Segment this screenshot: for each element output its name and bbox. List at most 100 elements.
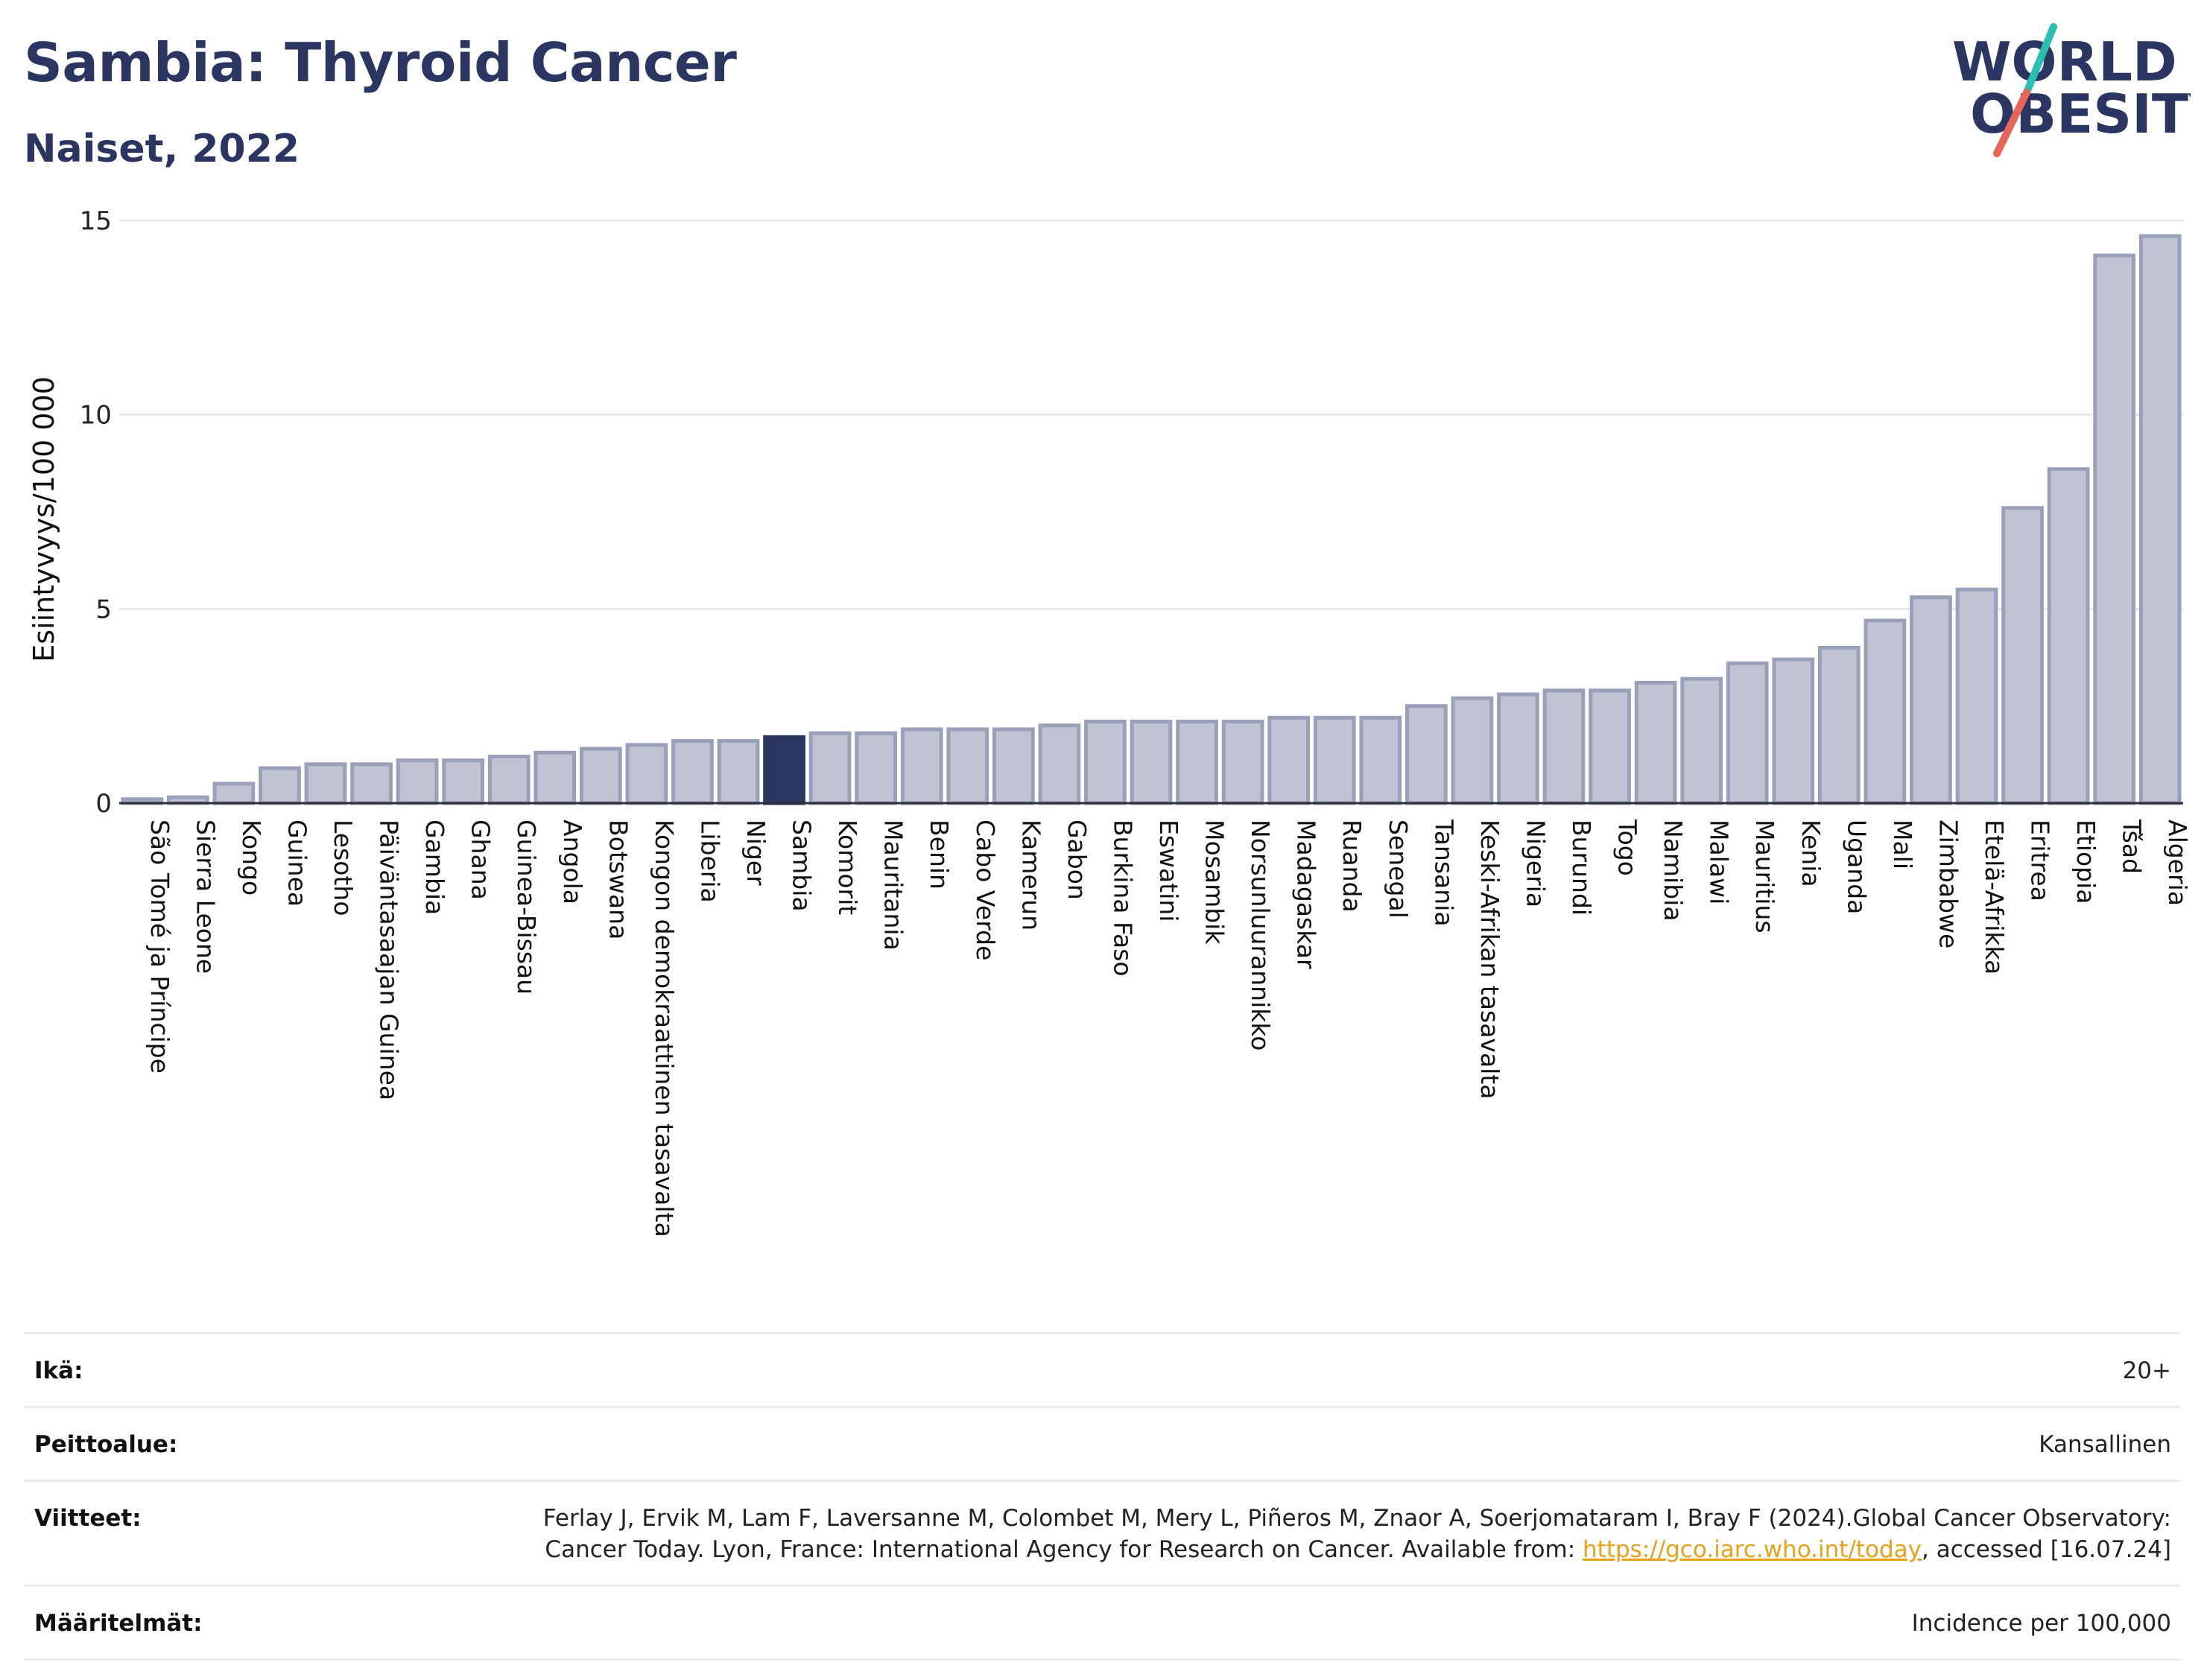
x-tick-label: Kongo — [237, 820, 266, 896]
bar-43 — [2093, 253, 2136, 805]
bar-8 — [487, 754, 531, 805]
bar-29 — [1451, 696, 1494, 805]
y-axis-ticks: 0 5 10 15 — [80, 206, 112, 819]
x-tick-label: Madagaskar — [1292, 820, 1321, 969]
bar-25 — [1267, 715, 1311, 805]
logo-line-1: WORLD — [1952, 31, 2177, 93]
bar-5 — [350, 762, 393, 805]
x-tick-label: Guinea-Bissau — [512, 820, 541, 995]
x-tick-label: Kamerun — [1016, 820, 1045, 931]
y-tick-label: 5 — [95, 595, 112, 624]
logo-slash-bottom — [1993, 89, 2030, 157]
x-tick-label: Nigeria — [1521, 820, 1550, 907]
x-tick-label: Benin — [925, 820, 954, 890]
bar-22 — [1130, 720, 1173, 805]
x-tick-label: Sambia — [788, 820, 817, 912]
x-tick-label: Komorit — [833, 820, 862, 915]
bar-40 — [1955, 587, 1998, 805]
bar-42 — [2047, 467, 2090, 805]
bar-16 — [855, 731, 898, 805]
grid-lines — [119, 219, 2183, 610]
bar-23 — [1176, 720, 1218, 805]
x-tick-label: Uganda — [1842, 820, 1871, 914]
bar-14 — [763, 735, 805, 805]
x-tick-label: Algeria — [2163, 820, 2192, 906]
bar-11 — [625, 743, 668, 805]
info-row: Määritelmät: Incidence per 100,000 — [24, 1585, 2180, 1661]
x-tick-label: Burundi — [1567, 820, 1596, 916]
x-tick-label: Päiväntasaajan Guinea — [375, 820, 404, 1100]
info-label: Määritelmät: — [34, 1610, 203, 1637]
x-tick-label: Ruanda — [1337, 820, 1367, 913]
bar-21 — [1084, 720, 1127, 805]
logo-slash-top — [2023, 23, 2057, 96]
x-axis-labels: São Tomé ja Príncipe Sierra Leone Kongo Gui… — [145, 819, 2192, 1237]
bar-44 — [2138, 234, 2182, 805]
x-tick-label: Etelä-Afrikka — [1980, 820, 2009, 974]
bar-39 — [1910, 595, 1952, 805]
x-tick-label: Namibia — [1659, 820, 1688, 922]
x-tick-label: Mauritius — [1750, 820, 1779, 933]
info-value: Incidence per 100,000 — [1911, 1610, 2171, 1637]
x-tick-label: Eswatini — [1154, 820, 1183, 922]
x-tick-label: São Tomé ja Príncipe — [145, 820, 174, 1074]
y-tick-label: 0 — [95, 789, 112, 819]
x-tick-label: Togo — [1613, 819, 1642, 876]
bar-4 — [304, 762, 347, 805]
bar-37 — [1817, 645, 1861, 805]
x-tick-label: Botswana — [604, 820, 633, 939]
x-tick-label: Gambia — [420, 820, 449, 915]
x-tick-label: Kongon demokraattinen tasavalta — [650, 820, 679, 1237]
x-tick-label: Senegal — [1384, 820, 1413, 919]
bar-36 — [1772, 657, 1815, 805]
world-obesity-logo: WORLD OBESITY — [1952, 23, 2191, 157]
bar-32 — [1589, 688, 1631, 805]
bar-13 — [717, 739, 760, 805]
info-label: Peittoalue: — [34, 1431, 178, 1458]
info-label: Viitteet: — [34, 1505, 142, 1532]
x-tick-label: Keski-Afrikan tasavalta — [1475, 820, 1504, 1100]
x-tick-label: Tansania — [1429, 819, 1458, 927]
y-axis-label: Esiintyvyys/100 000 — [28, 376, 60, 662]
bar-3 — [259, 766, 301, 805]
x-tick-label: Norsunluurannikko — [1246, 820, 1275, 1051]
x-tick-label: Tšad — [2118, 819, 2147, 874]
bar-26 — [1313, 715, 1356, 805]
info-row: Viitteet: Ferlay J, Ervik M, Lam F, Laver… — [24, 1480, 2180, 1585]
bar-24 — [1221, 720, 1264, 805]
x-tick-label: Sierra Leone — [191, 820, 220, 974]
y-tick-label: 10 — [80, 401, 112, 431]
x-tick-label: Malawi — [1705, 820, 1734, 904]
x-tick-label: Gabon — [1063, 820, 1092, 900]
x-tick-label: Mauritania — [879, 820, 908, 951]
bar-41 — [2001, 506, 2044, 805]
x-tick-label: Liberia — [695, 820, 724, 903]
bar-17 — [900, 727, 943, 805]
x-tick-label: Kenia — [1796, 820, 1825, 887]
bar-19 — [992, 727, 1035, 805]
bar-20 — [1038, 723, 1081, 805]
bar-18 — [946, 727, 989, 805]
bar-31 — [1542, 688, 1586, 805]
bar-15 — [808, 731, 852, 805]
x-tick-label: Angola — [558, 820, 587, 904]
bar-10 — [579, 747, 622, 805]
x-tick-label: Etiopia — [2071, 820, 2100, 904]
bar-6 — [396, 758, 439, 805]
x-tick-label: Burkina Faso — [1108, 820, 1137, 977]
page-title: Sambia: Thyroid Cancer — [24, 31, 737, 94]
bar-34 — [1680, 676, 1723, 805]
bar-35 — [1726, 661, 1769, 805]
bar-9 — [533, 750, 577, 805]
bar-12 — [671, 739, 714, 805]
x-tick-label: Mosambik — [1200, 820, 1229, 945]
bar-38 — [1863, 618, 1907, 805]
x-tick-label: Lesotho — [329, 820, 358, 916]
x-tick-label: Cabo Verde — [971, 820, 1000, 960]
bar-7 — [442, 758, 485, 805]
reference-link[interactable]: https://gco.iarc.who.int/today — [1583, 1536, 1922, 1563]
x-tick-label: Guinea — [282, 820, 311, 907]
bar-30 — [1497, 692, 1539, 805]
info-table: Ikä: 20+ Peittoalue: Kansallinen Viitteet: Fe… — [24, 1332, 2180, 1661]
y-tick-label: 15 — [80, 206, 112, 236]
